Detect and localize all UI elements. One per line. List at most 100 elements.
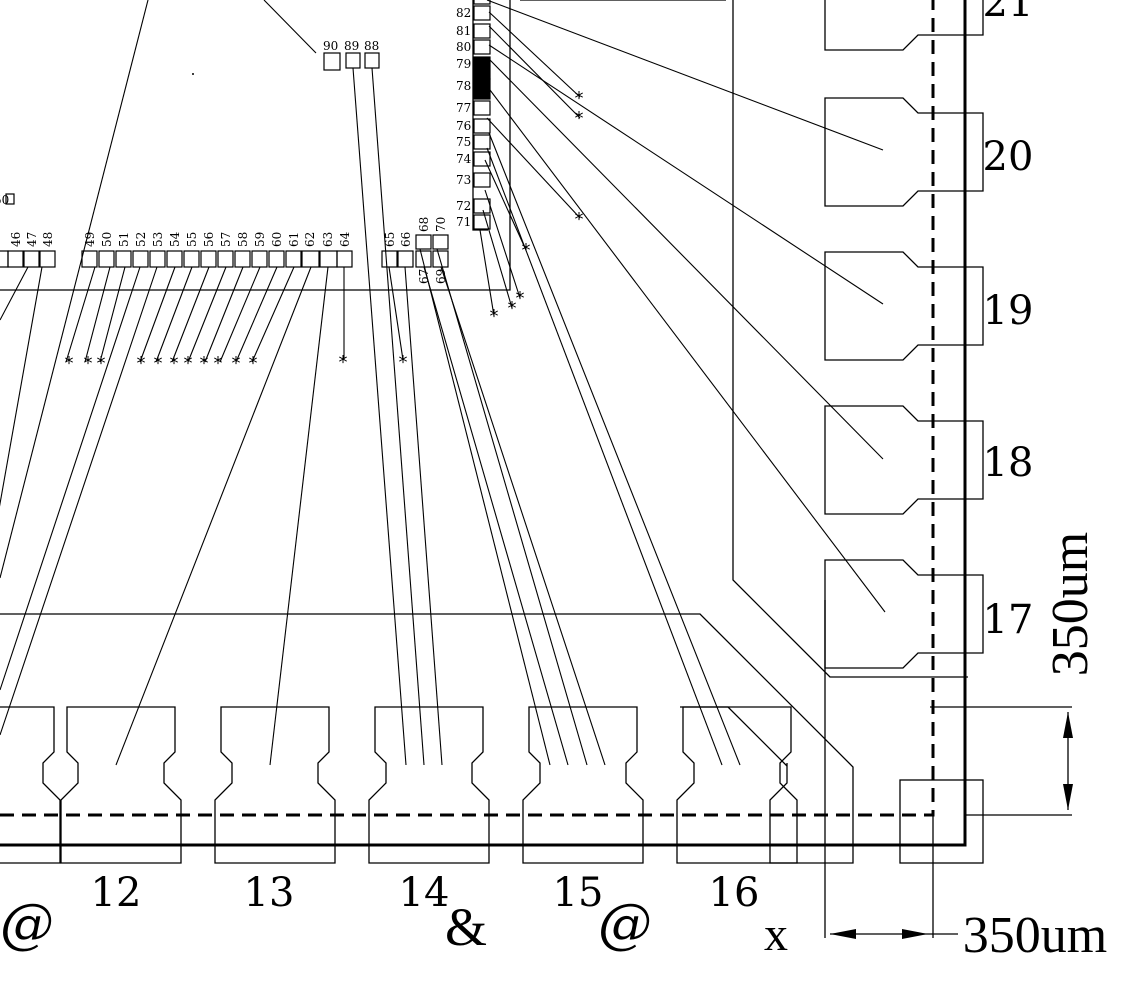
pin-61 xyxy=(285,250,302,268)
marker-12: * xyxy=(399,352,408,373)
marker-0: * xyxy=(65,353,74,374)
marker-2: * xyxy=(97,353,106,374)
wire-11 xyxy=(171,266,210,363)
bottom-pads xyxy=(0,706,798,864)
wire-17 xyxy=(115,266,312,766)
pad-label-18: 18 xyxy=(983,440,1034,486)
pin-45 xyxy=(0,250,9,268)
wire-29 xyxy=(482,209,513,309)
wire-28 xyxy=(479,229,495,317)
marker-6: * xyxy=(184,353,193,374)
pin-75 xyxy=(473,134,491,150)
pin-label-55: 55 xyxy=(185,232,199,247)
pin-label-90: 90 xyxy=(323,39,338,53)
pin-label-64: 64 xyxy=(338,231,352,247)
wire-40 xyxy=(489,89,886,613)
bottom-pad-15 xyxy=(522,706,644,864)
wire-12 xyxy=(187,266,227,363)
wire-3 xyxy=(0,266,29,321)
wire-6 xyxy=(99,266,126,363)
pin-label-58: 58 xyxy=(236,232,250,247)
pin-label-63: 63 xyxy=(321,232,335,247)
pin-label-50: 50 xyxy=(100,232,114,247)
wire-1 xyxy=(263,0,317,54)
wire-5 xyxy=(84,266,111,363)
pin-73 xyxy=(473,172,491,188)
symbol-at-left: @ xyxy=(0,892,54,955)
marker-16: * xyxy=(522,240,531,261)
marker-18: * xyxy=(508,298,517,319)
wire-33 xyxy=(488,132,741,766)
pin-label-65: 65 xyxy=(383,232,397,247)
pin-58 xyxy=(234,250,251,268)
pin-label-52: 52 xyxy=(134,232,148,247)
wire-16 xyxy=(251,266,295,363)
pin-label-61: 61 xyxy=(287,232,301,247)
pin-label-73: 73 xyxy=(456,173,471,187)
pad-label-15: 15 xyxy=(553,870,604,916)
wire-32 xyxy=(486,147,723,766)
wire-27 xyxy=(440,266,606,766)
wire-13 xyxy=(204,266,244,363)
pin-label-79: 79 xyxy=(456,57,471,71)
bottom-pad-13 xyxy=(214,706,336,864)
pin-71 xyxy=(473,214,491,230)
pin-label-75: 75 xyxy=(456,135,471,149)
wire-8 xyxy=(0,266,158,736)
pin-69 xyxy=(432,250,449,268)
pin-label-48: 48 xyxy=(41,232,55,247)
right-pads xyxy=(824,0,984,669)
pin-68 xyxy=(415,234,432,250)
marker-19: * xyxy=(490,306,499,327)
bottom-pad-14 xyxy=(368,706,490,864)
pin-60 xyxy=(268,250,285,268)
pin-label-76: 76 xyxy=(456,119,471,133)
pin-label-71: 71 xyxy=(456,215,471,229)
pin-83 xyxy=(473,0,491,5)
bottom-pad-12 xyxy=(60,706,182,864)
pin-80 xyxy=(473,39,491,55)
pin-label-50-left: 50 xyxy=(0,193,9,207)
dim-arrow-up xyxy=(1063,712,1073,738)
markers: * * * * * * * * * * * * ******** xyxy=(65,88,584,374)
wire-22 xyxy=(388,266,404,361)
pin-81 xyxy=(473,23,491,39)
symbol-at: @ xyxy=(598,892,652,955)
wire-7 xyxy=(0,266,141,691)
package-boundary xyxy=(0,0,967,847)
right-pad-21 xyxy=(824,0,984,51)
dim-arrow-right xyxy=(902,929,928,939)
pin-77 xyxy=(473,100,491,116)
wire-9 xyxy=(139,266,176,363)
pad-label-14: 14 xyxy=(399,870,450,916)
pad-label-13: 13 xyxy=(244,870,295,916)
pin-label-77: 77 xyxy=(456,101,471,115)
pin-88 xyxy=(364,52,380,69)
pin-label-81: 81 xyxy=(456,24,471,38)
pin-label-59: 59 xyxy=(253,232,267,247)
wire-30 xyxy=(484,189,521,299)
pin-label-46: 46 xyxy=(9,232,23,247)
pad-label-21: 21 xyxy=(983,0,1034,26)
pin-label-56: 56 xyxy=(202,232,216,247)
wire-0 xyxy=(0,0,149,579)
wire-14 xyxy=(219,266,261,363)
pin-48 xyxy=(39,250,56,268)
bottom-pad-11 xyxy=(0,706,61,864)
pin-90 xyxy=(323,52,341,71)
marker-10: * xyxy=(249,353,258,374)
pin-78 xyxy=(473,78,491,100)
dim-arrow-down xyxy=(1063,784,1073,810)
pin-label-51: 51 xyxy=(117,232,131,247)
symbol-ampersand: & xyxy=(445,897,487,957)
horizontal-dimension-label: 350um xyxy=(963,907,1107,964)
stray-dot xyxy=(192,73,194,75)
pin-74 xyxy=(473,151,491,167)
wire-20 xyxy=(352,67,407,766)
wire-21 xyxy=(371,67,425,766)
wire-4 xyxy=(65,266,96,363)
pin-label-70: 70 xyxy=(434,217,448,232)
marker-3: * xyxy=(137,353,146,374)
